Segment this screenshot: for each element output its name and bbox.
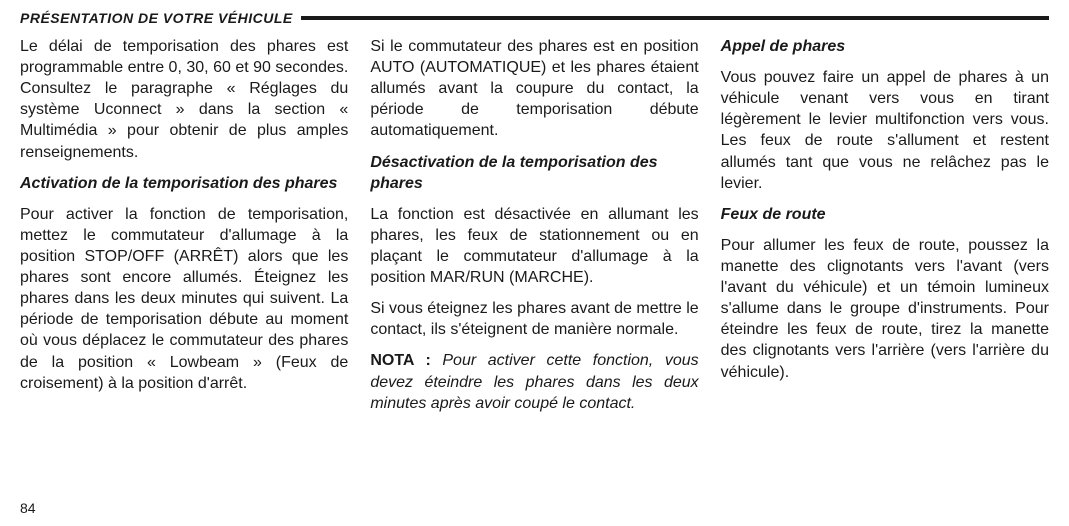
header-title: PRÉSENTATION DE VOTRE VÉHICULE: [20, 10, 293, 26]
subheading: Feux de route: [721, 204, 1049, 225]
body-text: Si vous éteignez les phares avant de met…: [370, 298, 698, 340]
body-text: La fonction est désactivée en allumant l…: [370, 204, 698, 288]
body-text: Si le commutateur des phares est en po­s…: [370, 36, 698, 142]
subheading: Activation de la temporisation des pha­r…: [20, 173, 348, 194]
body-text: Pour activer la fonction de temporisatio…: [20, 204, 348, 394]
note-label: NOTA :: [370, 352, 430, 369]
text-columns: Le délai de temporisation des phares est…: [20, 36, 1049, 424]
note-paragraph: NOTA : Pour activer cette fonction, vous…: [370, 350, 698, 413]
page-header: PRÉSENTATION DE VOTRE VÉHICULE: [20, 10, 1049, 26]
body-text: Le délai de temporisation des phares est…: [20, 36, 348, 163]
page-container: PRÉSENTATION DE VOTRE VÉHICULE Le délai …: [0, 0, 1069, 526]
column-middle: Si le commutateur des phares est en po­s…: [370, 36, 698, 424]
page-number: 84: [20, 500, 36, 516]
body-text: Pour allumer les feux de route, poussez …: [721, 235, 1049, 383]
column-right: Appel de phares Vous pouvez faire un app…: [721, 36, 1049, 424]
subheading: Appel de phares: [721, 36, 1049, 57]
body-text: Vous pouvez faire un appel de phares à u…: [721, 67, 1049, 194]
subheading: Désactivation de la temporisation des ph…: [370, 152, 698, 194]
header-rule: [301, 16, 1049, 20]
column-left: Le délai de temporisation des phares est…: [20, 36, 348, 424]
